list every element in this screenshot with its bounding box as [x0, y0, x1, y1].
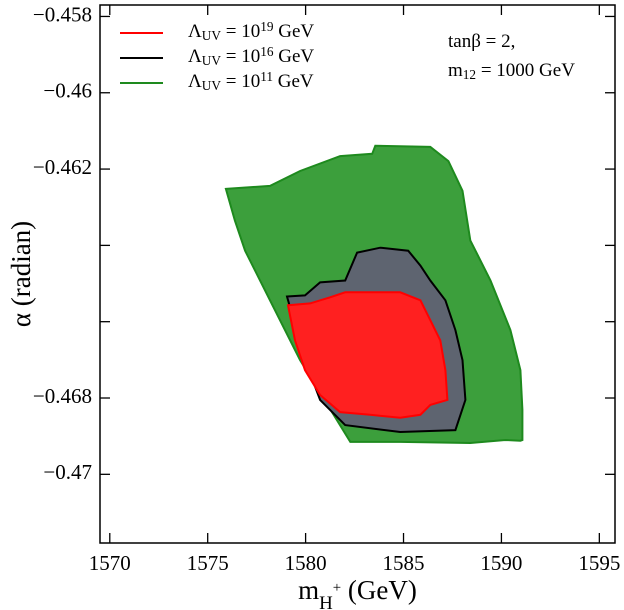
x-tick-label: 1570	[89, 551, 131, 575]
x-axis-label: mH+ (GeV)	[298, 575, 417, 610]
text-part: 12	[463, 67, 476, 82]
text-part: 11	[260, 69, 273, 84]
y-tick-label: −0.468	[33, 384, 92, 408]
text-part: GeV	[273, 71, 314, 92]
text-part: H	[319, 593, 333, 610]
x-tick-label: 1585	[383, 551, 425, 575]
text-part: 19	[260, 19, 274, 34]
text-part: +	[333, 580, 341, 596]
text-part: = 10	[221, 46, 260, 67]
y-tick-label: −0.462	[33, 155, 92, 179]
text-part: m	[298, 575, 319, 605]
legend-label: ΛUV = 1016 GeV	[188, 44, 314, 68]
x-tick-label: 1595	[578, 551, 620, 575]
text-part: UV	[202, 53, 222, 68]
region	[286, 291, 449, 419]
legend-label: ΛUV = 1019 GeV	[188, 19, 314, 43]
text-part: GeV	[274, 46, 315, 67]
y-tick-label: −0.47	[43, 460, 92, 484]
y-axis-label: α (radian)	[6, 221, 36, 327]
annotation: tanβ = 2,	[448, 31, 515, 52]
annotation: m12 = 1000 GeV	[448, 60, 575, 82]
text-part: GeV	[274, 21, 315, 42]
text-part: Λ	[188, 46, 202, 67]
x-tick-label: 1580	[285, 551, 327, 575]
frame	[99, 4, 616, 544]
text-part: = 1000 GeV	[476, 60, 575, 81]
x-tick-label: 1590	[480, 551, 522, 575]
plot-area	[224, 144, 524, 445]
text-part: UV	[202, 78, 222, 93]
text-part: UV	[202, 28, 222, 43]
text-part: tanβ = 2,	[448, 31, 515, 52]
text-part: = 10	[221, 21, 260, 42]
text-part: m	[448, 60, 463, 81]
x-tick-label: 1575	[187, 551, 229, 575]
y-tick-label: −0.46	[43, 79, 92, 103]
text-part: = 10	[221, 71, 260, 92]
y-tick-label: −0.458	[33, 2, 92, 26]
text-part: Λ	[188, 21, 202, 42]
text-part: Λ	[188, 71, 202, 92]
text-part: (GeV)	[341, 575, 417, 605]
text-part: 16	[260, 44, 274, 59]
legend-label: ΛUV = 1011 GeV	[188, 69, 314, 93]
